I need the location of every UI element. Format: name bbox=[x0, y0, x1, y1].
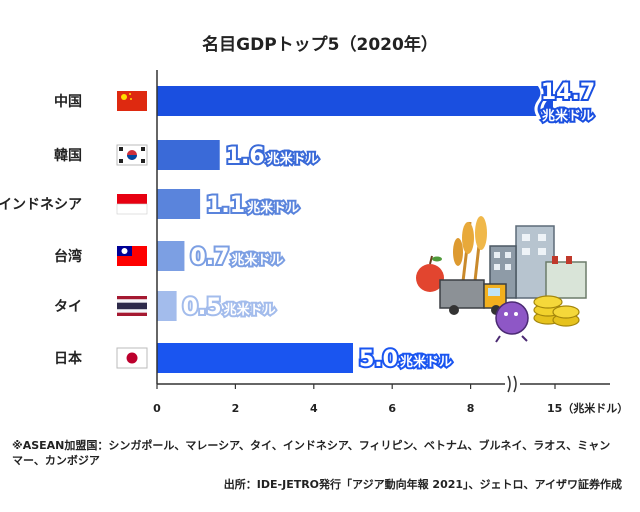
x-tick-label: 6 bbox=[388, 402, 396, 415]
bar bbox=[157, 291, 177, 321]
category-label: 台湾 bbox=[54, 248, 82, 265]
x-tick-label: 4 bbox=[310, 402, 318, 415]
category-label: タイ bbox=[54, 299, 82, 315]
category-label: インドネシア bbox=[0, 197, 82, 213]
china-flag-icon bbox=[117, 91, 147, 111]
svg-text:兆米ドル: 兆米ドル bbox=[542, 108, 594, 124]
virus-icon bbox=[495, 301, 529, 343]
axis-break-mark bbox=[507, 375, 517, 393]
korea-flag-icon bbox=[116, 144, 148, 166]
coins-icon bbox=[533, 295, 580, 327]
buildings-icon bbox=[489, 225, 587, 299]
value-label: 5.0 兆米ドル bbox=[357, 345, 454, 374]
value-label: 0.5 兆米ドル bbox=[181, 293, 278, 322]
indonesia-flag-icon bbox=[116, 194, 148, 215]
x-tick-label: 15（兆米ドル） bbox=[547, 401, 628, 415]
apple-icon bbox=[416, 255, 444, 292]
x-tick-label: 0 bbox=[153, 402, 161, 415]
category-label: 中国 bbox=[54, 93, 82, 110]
chart-title: 名目GDPトップ5（2020年） bbox=[202, 34, 438, 55]
value-label: 14.7 兆米ドル bbox=[534, 78, 597, 126]
bar bbox=[157, 140, 220, 170]
category-label: 韓国 bbox=[54, 147, 82, 164]
taiwan-flag-icon bbox=[117, 246, 147, 266]
x-tick-label: 2 bbox=[232, 402, 240, 415]
footnote: ※ASEAN加盟国：シンガポール、マレーシア、タイ、インドネシア、フィリピン、ベ… bbox=[12, 439, 611, 467]
japan-flag-icon bbox=[116, 347, 148, 369]
value-label: 0.7 兆米ドル bbox=[188, 243, 285, 272]
x-tick-label: 8 bbox=[467, 402, 475, 415]
svg-text:14.7: 14.7 bbox=[541, 80, 595, 105]
bar bbox=[157, 241, 185, 271]
x-axis: 0 2 4 6 8 15（兆米ドル） bbox=[153, 70, 628, 415]
bar bbox=[157, 86, 553, 116]
bar bbox=[157, 189, 201, 219]
truck-icon bbox=[439, 279, 507, 315]
value-label: 1.6 兆米ドル bbox=[224, 142, 321, 171]
wheat-icon bbox=[453, 216, 487, 291]
source-note: 出所：IDE-JETRO発行「アジア動向年報 2021」、ジェトロ、アイザワ証券… bbox=[223, 478, 622, 491]
category-label: 日本 bbox=[54, 350, 83, 367]
thailand-flag-icon bbox=[117, 296, 147, 316]
bar bbox=[157, 343, 353, 373]
economy-illustration bbox=[416, 216, 587, 343]
value-label: 1.1 兆米ドル bbox=[204, 191, 301, 220]
